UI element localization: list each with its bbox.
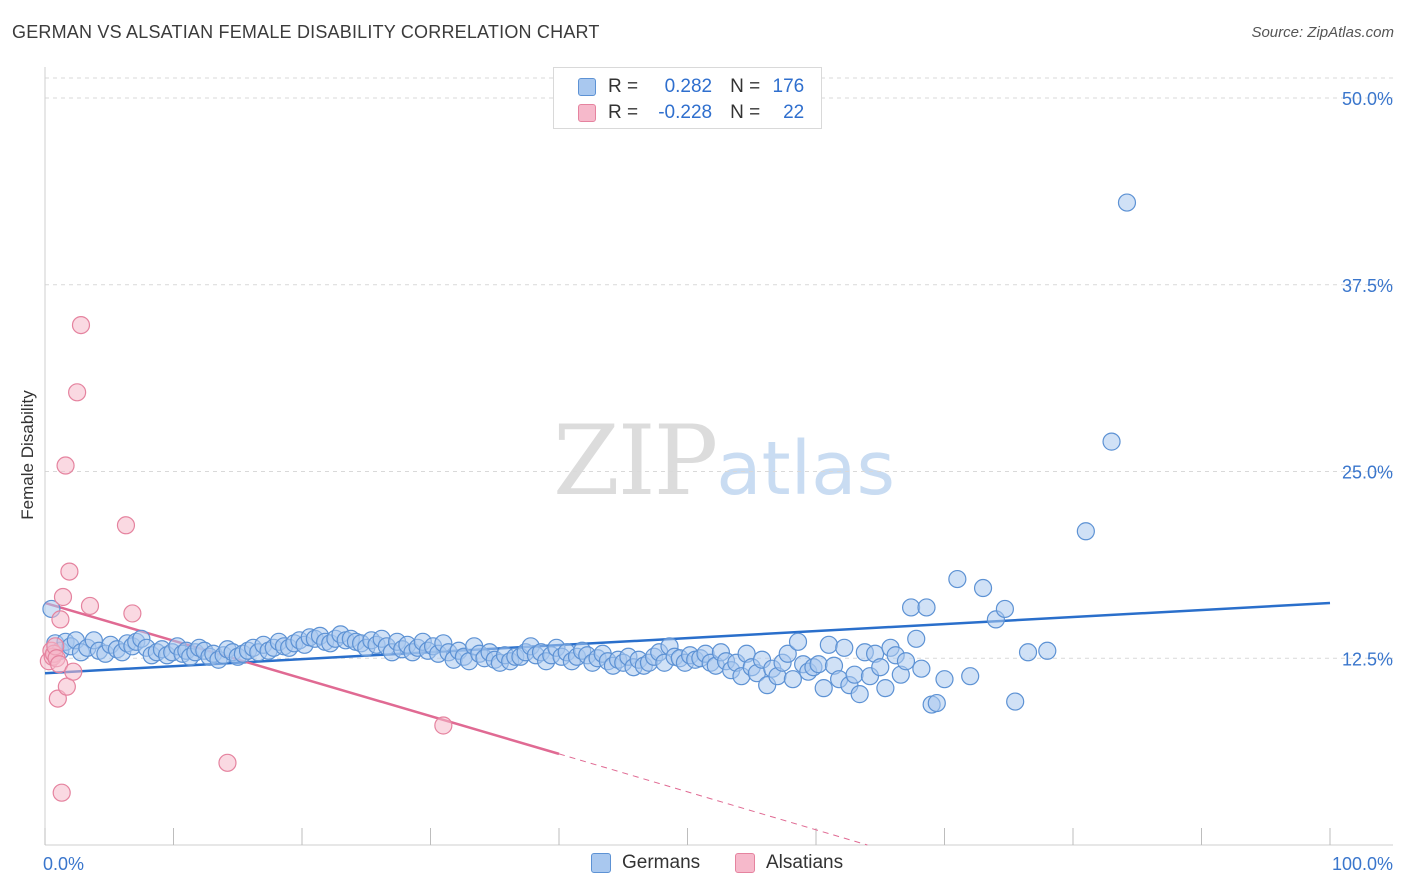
german-point xyxy=(912,659,931,678)
legend-n-value: 176 xyxy=(772,76,805,97)
alsatian-point xyxy=(434,716,453,735)
alsatian-point xyxy=(51,610,70,629)
german-point xyxy=(1006,692,1025,711)
german-point xyxy=(927,693,946,713)
german-point xyxy=(896,652,916,671)
alsatian-point xyxy=(60,562,79,581)
y-tick-label: 12.5% xyxy=(1342,649,1393,669)
legend-r-label: R = xyxy=(608,102,639,123)
trend-lines xyxy=(44,601,1331,846)
watermark: ZIPatlas xyxy=(553,405,895,517)
legend-swatch-germans xyxy=(591,853,611,873)
alsatian-point xyxy=(64,662,83,681)
german-point xyxy=(1102,432,1121,451)
german-point xyxy=(901,598,921,617)
alsatian-point xyxy=(56,456,75,475)
german-point xyxy=(917,598,936,617)
legend-r-value: 0.282 xyxy=(664,76,713,97)
german-point xyxy=(783,670,802,689)
data-points xyxy=(39,193,1137,802)
alsatian-point xyxy=(123,604,142,623)
y-tick-label: 50.0% xyxy=(1342,89,1393,109)
alsatian-trend-line xyxy=(44,601,560,756)
german-point xyxy=(871,658,890,677)
alsatian-point xyxy=(50,655,69,674)
legend-item-germans[interactable]: Germans xyxy=(591,852,700,874)
german-point xyxy=(845,665,864,684)
legend-label-germans: Germans xyxy=(622,852,701,873)
legend-n-label: N = xyxy=(730,102,761,123)
german-point xyxy=(788,632,808,651)
legend-row-germans: R = 0.282 N = 176 xyxy=(578,75,804,99)
german-point xyxy=(1117,193,1137,212)
german-point xyxy=(961,667,980,686)
legend-n-label: N = xyxy=(730,76,761,97)
legend-r-value: -0.228 xyxy=(658,102,713,123)
y-tick-label: 25.0% xyxy=(1342,463,1393,483)
german-point xyxy=(835,638,854,657)
german-point xyxy=(995,599,1014,619)
german-point xyxy=(935,670,954,689)
german-point xyxy=(819,635,838,654)
legend-row-alsatians: R = -0.228 N = 22 xyxy=(578,101,804,125)
y-tick-label: 37.5% xyxy=(1342,276,1393,296)
alsatian-point xyxy=(68,383,87,402)
german-point xyxy=(876,679,895,698)
legend-r-label: R = xyxy=(608,76,639,97)
alsatian-point xyxy=(80,596,100,616)
german-point xyxy=(907,629,926,648)
german-point xyxy=(850,685,869,704)
watermark-zip: ZIP xyxy=(553,405,718,517)
legend-label-alsatians: Alsatians xyxy=(766,852,844,873)
x-tick-label: 100.0% xyxy=(1332,854,1393,874)
tick-labels: 12.5% 25.0% 37.5% 50.0% 0.0% 100.0% xyxy=(43,89,1393,874)
legend: R = 0.282 N = 176 R = -0.228 N = 22 xyxy=(553,67,822,129)
german-point xyxy=(948,569,967,589)
german-point xyxy=(809,655,828,674)
alsatian-point xyxy=(53,587,73,607)
german-point xyxy=(1018,643,1038,662)
alsatian-point xyxy=(52,783,71,802)
legend-swatch-alsatians xyxy=(735,853,755,873)
alsatian-point xyxy=(116,516,136,535)
grid-lines xyxy=(45,77,1393,659)
axes xyxy=(44,67,1393,846)
german-point xyxy=(778,644,797,663)
watermark-atlas: atlas xyxy=(716,426,896,512)
german-point xyxy=(1038,641,1057,660)
alsatian-trend-extension xyxy=(558,753,868,846)
chart-title: GERMAN VS ALSATIAN FEMALE DISABILITY COR… xyxy=(12,22,600,42)
source-label: Source: ZipAtlas.com xyxy=(1251,24,1394,41)
german-trend-line xyxy=(44,601,1331,675)
series-legend: Germans Alsatians xyxy=(0,852,1406,876)
x-tick-label: 0.0% xyxy=(43,854,84,874)
legend-n-value: 22 xyxy=(783,102,805,123)
german-point xyxy=(1076,522,1095,541)
german-point xyxy=(814,679,833,698)
german-point xyxy=(973,578,993,598)
legend-item-alsatians[interactable]: Alsatians xyxy=(735,852,843,874)
alsatian-point xyxy=(218,753,237,772)
legend-swatch-germans xyxy=(578,78,596,96)
alsatian-point xyxy=(71,315,91,335)
legend-swatch-alsatians xyxy=(578,104,596,122)
